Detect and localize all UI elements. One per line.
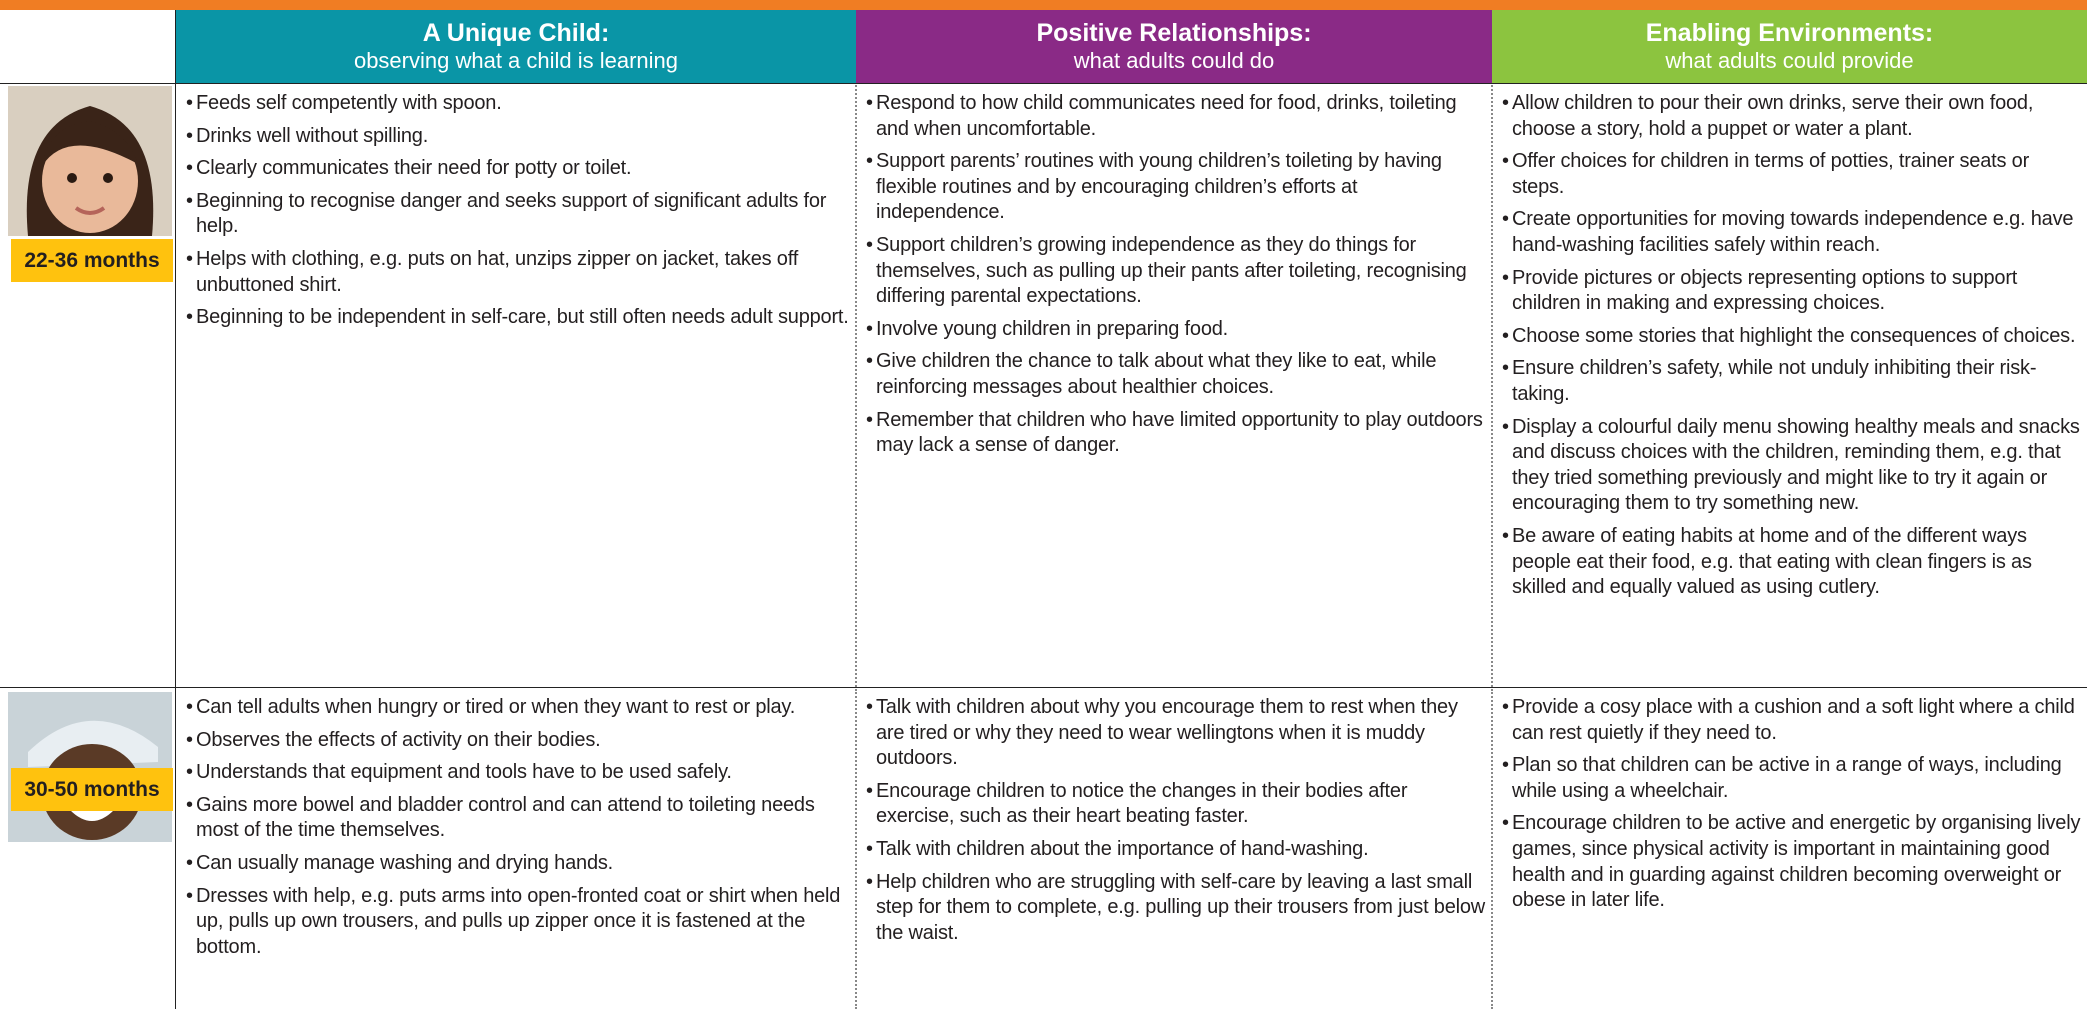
bullet-item: Helps with clothing, e.g. puts on hat, u… [186,247,850,298]
bullet-item: Offer choices for children in terms of p… [1502,149,2081,200]
bullet-item: Allow children to pour their own drinks,… [1502,91,2081,142]
column-divider [175,687,176,1009]
bullet-item: Encourage children to be active and ener… [1502,811,2081,913]
table-cell: Talk with children about why you encoura… [856,687,1492,1009]
column-divider [855,689,857,1009]
row-divider [0,687,2087,688]
bullet-item: Observes the effects of activity on thei… [186,728,850,754]
bullet-item: Be aware of eating habits at home and of… [1502,524,2081,601]
header-cell: A Unique Child: observing what a child i… [176,10,856,83]
bullet-list: Provide a cosy place with a cushion and … [1502,695,2081,914]
column-subtitle: observing what a child is learning [353,48,679,73]
bullet-list: Feeds self competently with spoon. Drinks… [186,91,850,331]
child-photo [8,692,172,842]
bullet-list: Talk with children about why you encoura… [866,695,1486,946]
column-divider [1491,85,1493,687]
bullet-item: Provide a cosy place with a cushion and … [1502,695,2081,746]
bullet-item: Understands that equipment and tools hav… [186,760,850,786]
bullet-item: Beginning to recognise danger and seeks … [186,189,850,240]
bullet-item: Clearly communicates their need for pott… [186,156,850,182]
bullet-item: Encourage children to notice the changes… [866,779,1486,830]
column-divider [855,85,857,687]
bullet-list: Allow children to pour their own drinks,… [1502,91,2081,601]
row-divider [0,83,2087,84]
table-cell: Respond to how child communicates need f… [856,83,1492,687]
table-cell: Feeds self competently with spoon. Drinks… [176,83,856,687]
header-cell: Positive Relationships: what adults coul… [856,10,1492,83]
column-title: Positive Relationships: [1036,19,1312,47]
bullet-item: Gains more bowel and bladder control and… [186,793,850,844]
column-divider [175,83,176,687]
bullet-item: Can usually manage washing and drying ha… [186,851,850,877]
table-cell: Can tell adults when hungry or tired or … [176,687,856,1009]
column-subtitle: what adults could provide [1665,48,1914,73]
table-cell: Allow children to pour their own drinks,… [1492,83,2087,687]
bullet-item: Feeds self competently with spoon. [186,91,850,117]
age-label: 22-36 months [11,239,173,282]
column-title: A Unique Child: [422,19,610,47]
bullet-item: Talk with children about the importance … [866,837,1486,863]
bullet-item: Can tell adults when hungry or tired or … [186,695,850,721]
top-band [0,0,2087,10]
bullet-item: Respond to how child communicates need f… [866,91,1486,142]
bullet-item: Give children the chance to talk about w… [866,349,1486,400]
bullet-item: Support parents’ routines with young chi… [866,149,1486,226]
bullet-item: Talk with children about why you encoura… [866,695,1486,772]
header-cell: Enabling Environments: what adults could… [1492,10,2087,83]
bullet-list: Respond to how child communicates need f… [866,91,1486,459]
column-title: Enabling Environments: [1645,19,1934,47]
bullet-item: Ensure children’s safety, while not undu… [1502,356,2081,407]
bullet-item: Support children’s growing independence … [866,233,1486,310]
bullet-item: Choose some stories that highlight the c… [1502,324,2081,350]
age-label: 30-50 months [11,768,173,811]
bullet-item: Create opportunities for moving towards … [1502,207,2081,258]
column-subtitle: what adults could do [1073,48,1275,73]
bullet-item: Plan so that children can be active in a… [1502,753,2081,804]
bullet-item: Remember that children who have limited … [866,408,1486,459]
table-cell: Provide a cosy place with a cushion and … [1492,687,2087,1009]
bullet-item: Drinks well without spilling. [186,124,850,150]
bullet-item: Dresses with help, e.g. puts arms into o… [186,884,850,961]
bullet-item: Help children who are struggling with se… [866,870,1486,947]
bullet-list: Can tell adults when hungry or tired or … [186,695,850,960]
child-photo [8,86,172,236]
bullet-item: Display a colourful daily menu showing h… [1502,415,2081,517]
bullet-item: Beginning to be independent in self-care… [186,305,850,331]
bullet-item: Involve young children in preparing food… [866,317,1486,343]
column-divider [1491,689,1493,1009]
bullet-item: Provide pictures or objects representing… [1502,266,2081,317]
corner-cell [0,10,176,83]
